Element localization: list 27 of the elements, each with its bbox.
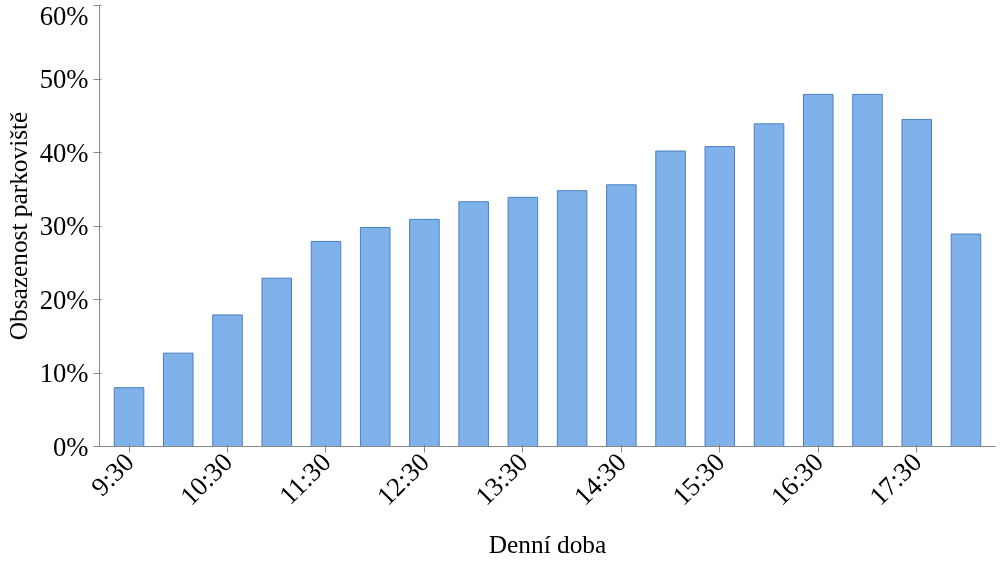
- bar: [458, 201, 489, 447]
- bar: [852, 93, 883, 447]
- y-axis-title: Obsazenost parkoviště: [3, 111, 32, 341]
- y-tick-label: 30%: [39, 211, 89, 241]
- bar: [261, 277, 292, 447]
- bar: [655, 150, 686, 447]
- bar: [704, 146, 736, 447]
- bar: [901, 118, 932, 447]
- bar: [212, 314, 243, 447]
- bar: [950, 233, 982, 447]
- bar: [163, 352, 194, 447]
- x-axis-title: Denní doba: [488, 529, 607, 558]
- bar: [753, 123, 785, 447]
- bar: [556, 190, 588, 447]
- y-tick-label: 60%: [39, 0, 89, 31]
- bar: [606, 184, 637, 447]
- y-tick-label: 10%: [39, 358, 89, 388]
- y-tick-label: 0%: [52, 431, 89, 462]
- bar: [310, 240, 342, 447]
- y-tick-label: 40%: [39, 137, 89, 168]
- bar: [409, 218, 440, 447]
- bar: [113, 387, 145, 447]
- bar: [803, 93, 834, 447]
- y-tick-label: 50%: [39, 64, 89, 94]
- bar: [507, 196, 539, 447]
- y-tick-label: 20%: [39, 284, 89, 315]
- bar: [359, 226, 391, 447]
